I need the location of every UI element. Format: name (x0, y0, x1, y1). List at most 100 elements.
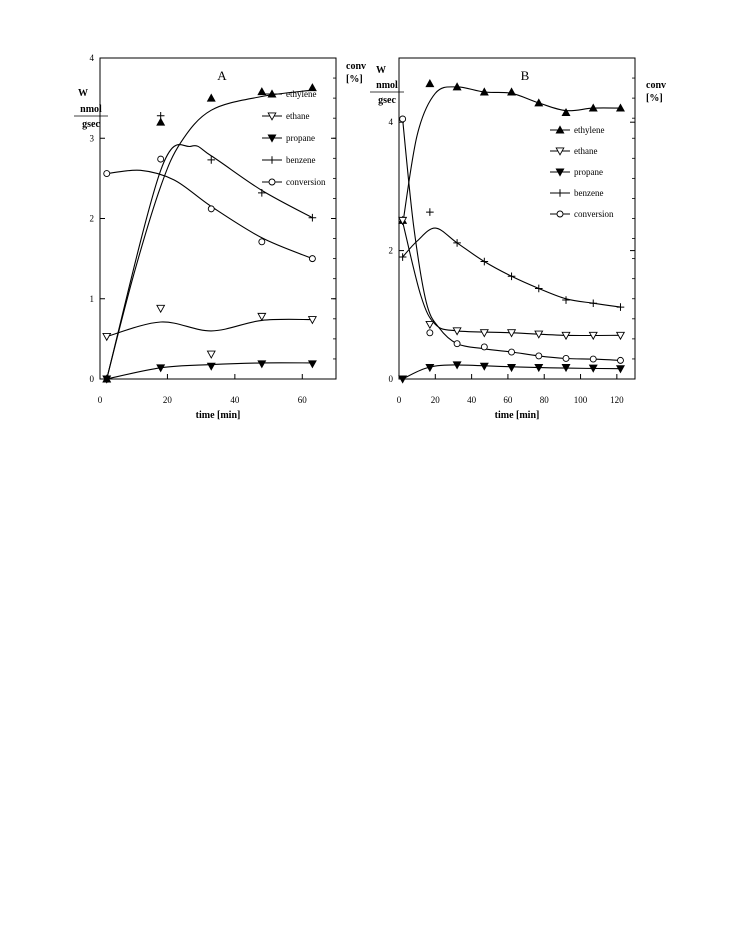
right-axis-unit-b: [%] (646, 93, 663, 104)
data-point-propane-b (588, 364, 598, 373)
y-tick-label-a: 4 (90, 53, 95, 63)
y-axis-unit-den-b: gsec (378, 95, 396, 106)
data-point-propane-b (507, 364, 517, 373)
data-point-ethane-b (479, 329, 489, 338)
data-point-benzene-a (207, 156, 216, 164)
markers-a (102, 83, 317, 384)
data-point-conversion-a (103, 170, 111, 178)
data-point-benzene-a (258, 189, 266, 197)
data-point-propane-a (257, 360, 267, 369)
data-point-ethane-b (561, 331, 571, 341)
legend-label-conversion-a: conversion (286, 177, 326, 187)
right-axis-unit-a: [%] (346, 74, 363, 85)
data-point-conversion-b (617, 356, 624, 364)
x-tick-label-b: 60 (503, 395, 513, 405)
data-point-benzene-b (398, 253, 407, 261)
legend-marker-benzene-a (268, 156, 276, 164)
x-tick-label-b: 100 (574, 395, 588, 405)
x-tick-label-a: 60 (298, 395, 308, 405)
data-point-ethylene-b (507, 87, 517, 96)
panel-label-b: B (521, 68, 530, 83)
y-tick-label-a: 3 (90, 133, 95, 143)
panel-label-a: A (217, 68, 227, 83)
data-point-ethane-b (506, 329, 517, 338)
data-point-propane-b (479, 362, 489, 371)
y-tick-label-b: 2 (389, 246, 394, 256)
data-point-ethane-b (425, 320, 435, 330)
series-line-propane-b (402, 364, 621, 380)
series-line-ethylene-b (402, 86, 621, 225)
data-point-ethylene-b (534, 98, 544, 107)
data-point-benzene-b (616, 303, 625, 311)
data-point-ethane-a (206, 350, 216, 359)
ticks-a: 0 20 40 60 0 1 2 3 4 (90, 53, 336, 405)
data-point-propane-b (534, 364, 544, 373)
y-axis-unit-den-a: gsec (82, 119, 100, 130)
x-axis-title-b: time [min] (495, 410, 540, 421)
legend-marker-conversion-b (556, 210, 564, 218)
data-point-conversion-b (508, 348, 516, 356)
x-tick-label-b: 40 (467, 395, 477, 405)
data-point-ethane-a (307, 316, 317, 325)
y-tick-label-a: 1 (90, 294, 95, 304)
legend-label-propane-b: propane (574, 167, 603, 177)
data-point-benzene-b (453, 239, 461, 247)
y-tick-label-a: 0 (90, 374, 95, 384)
data-point-conversion-b (426, 329, 434, 337)
data-point-benzene-b (480, 257, 489, 266)
series-line-conversion-b (402, 118, 621, 361)
y-tick-label-a: 2 (90, 214, 95, 224)
y-axis-title-b: W (376, 65, 386, 76)
legend-marker-conversion-a (268, 178, 276, 186)
legend-a: ethylene ethane propane benzene conversion (262, 89, 326, 187)
legend-label-conversion-b: conversion (574, 209, 614, 219)
legend-marker-ethane-b (555, 147, 565, 156)
data-point-ethane-a (102, 332, 112, 342)
data-point-ethylene-b (588, 103, 598, 112)
data-point-propane-b (452, 361, 462, 370)
legend-marker-ethylene-a (267, 89, 277, 98)
legend-marker-ethylene-b (555, 125, 565, 134)
data-point-ethylene-a (257, 87, 267, 96)
data-point-benzene-b (507, 272, 516, 281)
curves-a (106, 89, 313, 380)
data-point-conversion-a (258, 238, 266, 246)
data-point-ethylene-b (561, 107, 571, 117)
data-point-conversion-a (308, 255, 316, 263)
data-point-ethylene-b (615, 103, 625, 112)
legend-label-ethylene-a: ethylene (286, 89, 317, 99)
x-tick-label-a: 0 (98, 395, 103, 405)
x-tick-label-a: 20 (163, 395, 173, 405)
right-axis-title-b: conv (646, 80, 666, 91)
panel-b: B W nmol gsec conv [%] time [min] 0 20 40 6… (370, 57, 666, 421)
data-point-propane-a (307, 360, 317, 369)
legend-label-ethane-a: ethane (286, 111, 309, 121)
legend-label-ethane-b: ethane (574, 146, 597, 156)
data-point-conversion-b (399, 115, 407, 123)
data-point-benzene-b (562, 296, 570, 304)
data-point-benzene-a (156, 111, 165, 120)
data-point-conversion-a (207, 205, 215, 213)
data-point-benzene-b (426, 208, 434, 216)
data-point-propane-b (425, 364, 435, 373)
data-point-ethane-b (534, 330, 544, 339)
data-point-ethane-b (452, 327, 462, 336)
data-point-ethane-b (588, 331, 598, 341)
x-tick-label-b: 20 (431, 395, 441, 405)
y-axis-unit-num-a: nmol (80, 104, 102, 115)
legend-label-benzene-b: benzene (574, 188, 603, 198)
data-point-ethylene-b (479, 87, 489, 96)
series-line-conversion-a (106, 169, 313, 260)
right-axis-title-a: conv (346, 61, 366, 72)
data-point-benzene-b (534, 284, 543, 293)
data-point-ethylene-a (206, 93, 216, 102)
data-point-benzene-a (102, 375, 111, 383)
x-tick-label-a: 40 (230, 395, 240, 405)
y-tick-label-b: 0 (389, 374, 394, 384)
legend-marker-benzene-b (556, 189, 564, 197)
data-point-ethylene-b (452, 82, 462, 91)
data-point-conversion-b (589, 355, 597, 363)
data-point-propane-b (398, 375, 408, 384)
data-point-ethane-a (257, 312, 267, 322)
